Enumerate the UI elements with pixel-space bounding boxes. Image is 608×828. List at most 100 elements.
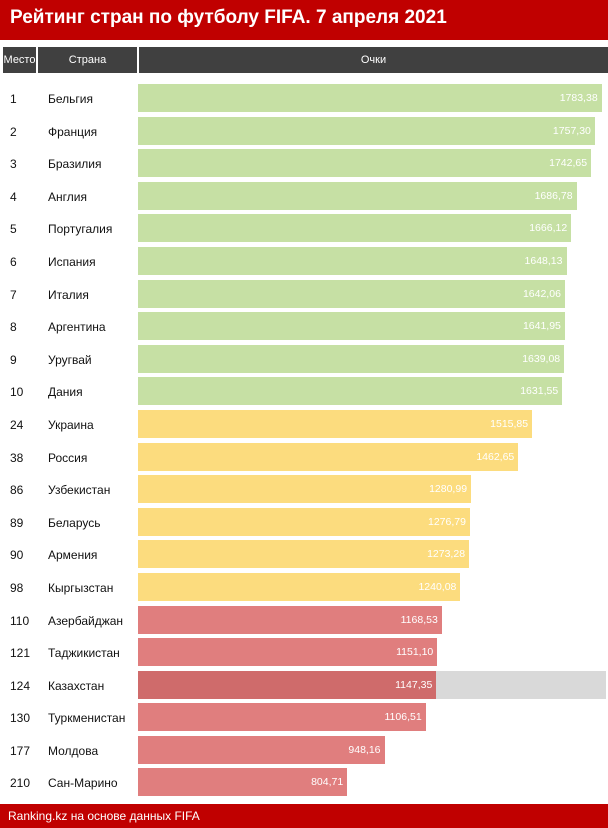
rank-cell: 3 — [10, 157, 17, 172]
country-cell: Италия — [48, 287, 89, 302]
table-row: 1 Бельгия 1783,38 — [0, 82, 608, 115]
country-cell: Туркменистан — [48, 711, 126, 726]
bar-Италия — [138, 279, 565, 308]
value-label: 1106,51 — [384, 711, 422, 724]
table-row: 98 Кыргызстан 1240,08 — [0, 571, 608, 604]
value-label: 1641,95 — [522, 320, 561, 333]
header-rank: Место — [3, 47, 36, 73]
value-label: 1276,79 — [427, 515, 466, 528]
value-label: 1648,13 — [524, 254, 563, 267]
title-bar: Рейтинг стран по футболу FIFA. 7 апреля … — [0, 0, 608, 40]
country-cell: Беларусь — [48, 515, 101, 530]
table-row: 8 Аргентина 1641,95 — [0, 310, 608, 343]
bar-Украина — [138, 409, 533, 438]
table-row: 110 Азербайджан 1168,53 — [0, 604, 608, 637]
bar-Уругвай — [138, 344, 565, 373]
country-cell: Армения — [48, 548, 98, 563]
country-cell: Бразилия — [48, 157, 102, 172]
country-cell: Сан-Марино — [48, 776, 118, 791]
value-label: 1686,78 — [534, 189, 573, 202]
bar-Казахстан — [138, 670, 437, 699]
header-points: Очки — [139, 47, 608, 73]
rank-cell: 38 — [10, 450, 24, 465]
value-label: 1666,12 — [529, 222, 568, 235]
bar-Бельгия — [138, 84, 602, 112]
footer-bar: Ranking.kz на основе данных FIFA — [0, 804, 608, 828]
rank-cell: 5 — [10, 222, 17, 237]
rank-cell: 8 — [10, 320, 17, 335]
country-cell: Уругвай — [48, 352, 92, 367]
table-row: 24 Украина 1515,85 — [0, 408, 608, 441]
country-cell: Азербайджан — [48, 613, 124, 628]
rank-cell: 121 — [10, 646, 31, 661]
table-row: 2 Франция 1757,30 — [0, 115, 608, 148]
bar-Россия — [138, 442, 519, 471]
table-row: 3 Бразилия 1742,65 — [0, 147, 608, 180]
country-cell: Украина — [48, 417, 94, 432]
value-label: 1742,65 — [549, 157, 588, 170]
country-cell: Португалия — [48, 222, 113, 237]
table-row: 130 Туркменистан 1106,51 — [0, 701, 608, 734]
table-row: 9 Уругвай 1639,08 — [0, 343, 608, 376]
country-cell: Узбекистан — [48, 483, 111, 498]
country-cell: Дания — [48, 385, 83, 400]
rank-cell: 110 — [10, 613, 30, 628]
bar-Аргентина — [138, 312, 565, 341]
rank-cell: 130 — [10, 711, 31, 726]
country-cell: Франция — [48, 124, 98, 139]
bar-Кыргызстан — [138, 572, 461, 601]
bar-Португалия — [138, 214, 572, 243]
rank-cell: 98 — [10, 580, 24, 595]
rank-cell: 177 — [10, 743, 31, 758]
rank-cell: 124 — [10, 678, 31, 693]
country-cell: Испания — [48, 254, 96, 269]
bar-Молдова — [138, 735, 385, 764]
value-label: 1462,65 — [476, 450, 515, 463]
table-row: 5 Португалия 1666,12 — [0, 212, 608, 245]
country-cell: Россия — [48, 450, 88, 465]
table-row: 89 Беларусь 1276,79 — [0, 506, 608, 539]
value-label: 1280,99 — [429, 483, 468, 496]
rank-cell: 7 — [10, 287, 17, 302]
country-cell: Молдова — [48, 743, 99, 758]
bar-Армения — [138, 540, 470, 569]
value-label: 1757,30 — [552, 124, 591, 137]
value-label: 1631,55 — [520, 385, 559, 398]
value-label: 1147,35 — [395, 678, 433, 691]
rank-cell: 10 — [10, 385, 24, 400]
bar-Сан-Марино — [138, 768, 348, 797]
table-row: 6 Испания 1648,13 — [0, 245, 608, 278]
bar-Испания — [138, 246, 567, 275]
rank-cell: 210 — [10, 776, 31, 791]
value-label: 1273,28 — [427, 548, 466, 561]
value-label: 804,71 — [311, 776, 344, 789]
country-cell: Кыргызстан — [48, 580, 114, 595]
rank-cell: 4 — [10, 189, 17, 204]
bar-Беларусь — [138, 507, 470, 536]
value-label: 1151,10 — [396, 646, 434, 659]
bar-Узбекистан — [138, 475, 472, 504]
value-label: 1783,38 — [559, 92, 598, 104]
value-label: 1240,08 — [418, 580, 457, 593]
country-cell: Таджикистан — [48, 646, 120, 661]
table-row: 121 Таджикистан 1151,10 — [0, 636, 608, 669]
table-row: 177 Молдова 948,16 — [0, 734, 608, 767]
table-row: 86 Узбекистан 1280,99 — [0, 473, 608, 506]
rank-cell: 1 — [10, 92, 17, 106]
table-row: 90 Армения 1273,28 — [0, 538, 608, 571]
table-row: 38 Россия 1462,65 — [0, 441, 608, 474]
rank-cell: 86 — [10, 483, 24, 498]
bar-Англия — [138, 181, 577, 210]
chart-title: Рейтинг стран по футболу FIFA. 7 апреля … — [10, 7, 447, 28]
rank-cell: 24 — [10, 417, 24, 432]
value-label: 1515,85 — [490, 417, 529, 430]
rank-cell: 89 — [10, 515, 24, 530]
value-label: 1639,08 — [522, 352, 561, 365]
table-row: 7 Италия 1642,06 — [0, 278, 608, 311]
country-cell: Англия — [48, 189, 87, 204]
value-label: 1642,06 — [522, 287, 561, 300]
table-row: 10 Дания 1631,55 — [0, 375, 608, 408]
table-row: 210 Сан-Марино 804,71 — [0, 766, 608, 799]
bar-Таджикистан — [138, 638, 438, 667]
rank-cell: 9 — [10, 352, 17, 367]
